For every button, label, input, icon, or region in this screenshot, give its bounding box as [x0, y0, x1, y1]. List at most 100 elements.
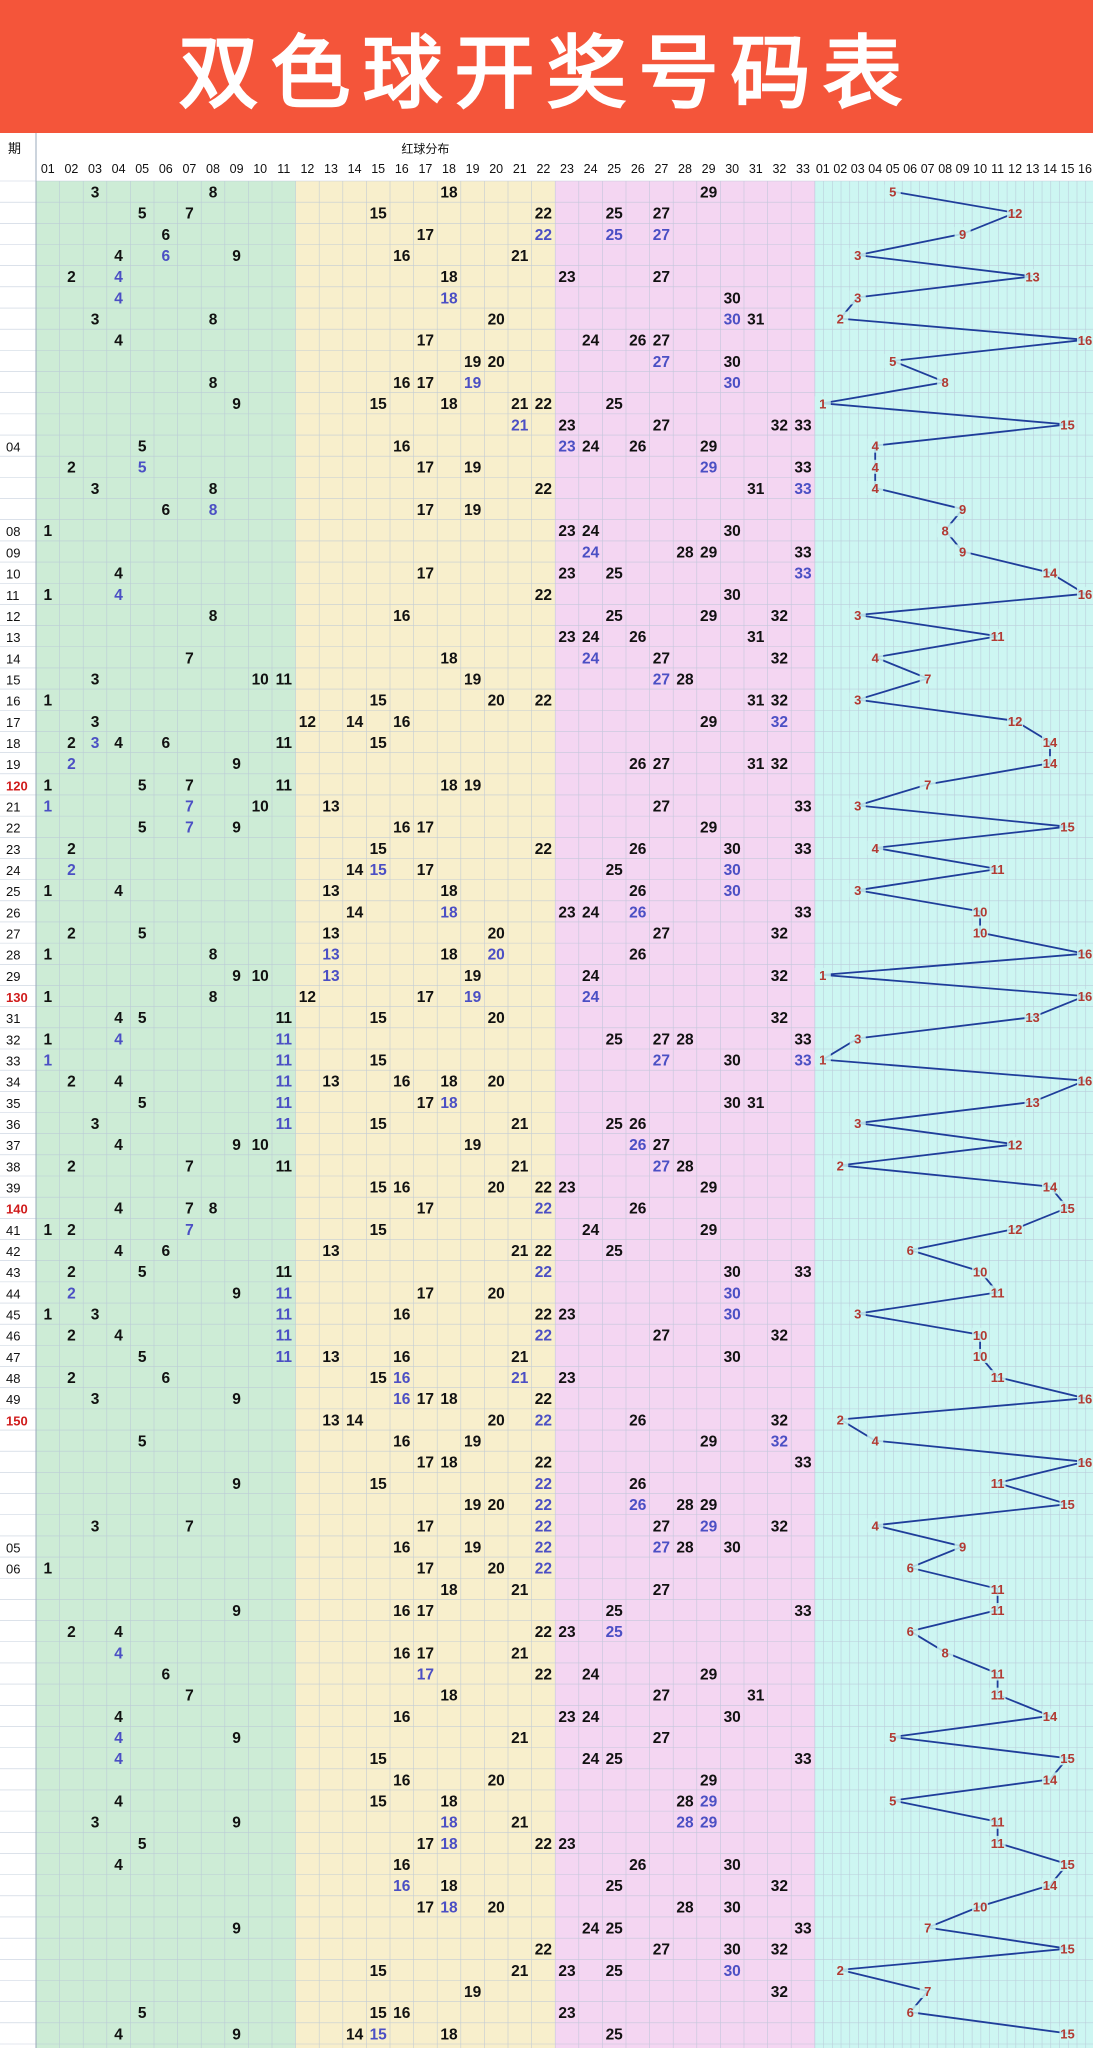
red-column-header: 23 — [560, 162, 574, 176]
red-column-header: 05 — [135, 162, 149, 176]
red-ball-number: 20 — [488, 947, 505, 964]
red-ball-number: 22 — [535, 1412, 552, 1429]
red-ball-number: 24 — [582, 1751, 600, 1768]
period-label: 28 — [6, 948, 20, 963]
blue-ball-number: 14 — [1043, 1878, 1058, 1893]
blue-ball-number: 11 — [991, 1667, 1005, 1682]
red-ball-number: 21 — [511, 396, 529, 413]
blue-ball-label-backdrop — [1077, 1391, 1093, 1406]
blue-ball-number: 14 — [1043, 735, 1058, 750]
red-ball-number: 18 — [440, 396, 458, 413]
blue-column-header: 12 — [1008, 162, 1022, 176]
blue-ball-label-backdrop — [989, 1475, 1006, 1490]
blue-ball-label-backdrop — [884, 1793, 901, 1808]
blue-ball-label-backdrop — [1059, 2026, 1076, 2041]
red-ball-number: 13 — [322, 883, 340, 900]
blue-column-header: 07 — [921, 162, 935, 176]
red-ball-number: 33 — [794, 1031, 812, 1048]
red-ball-number: 33 — [794, 460, 812, 477]
red-ball-number: 15 — [370, 1116, 388, 1133]
blue-ball-label-backdrop — [1042, 1179, 1059, 1194]
red-ball-number: 3 — [91, 1518, 100, 1535]
blue-ball-number: 13 — [1025, 269, 1039, 284]
red-ball-number: 22 — [535, 1497, 552, 1514]
red-ball-number: 4 — [114, 587, 123, 604]
blue-ball-label-backdrop — [1007, 713, 1024, 728]
red-ball-number: 18 — [440, 947, 458, 964]
red-ball-number: 15 — [370, 1010, 388, 1027]
blue-ball-label-backdrop — [814, 396, 831, 411]
red-column-header: 15 — [371, 162, 385, 176]
red-ball-number: 3 — [91, 1391, 100, 1408]
red-ball-number: 7 — [185, 206, 194, 223]
period-label: 140 — [6, 1202, 28, 1217]
blue-ball-number: 3 — [854, 883, 861, 898]
blue-ball-label-backdrop — [972, 1327, 989, 1342]
red-ball-number: 33 — [794, 841, 812, 858]
blue-ball-label-backdrop — [1042, 735, 1059, 750]
blue-column-header: 04 — [868, 162, 882, 176]
blue-ball-label-backdrop — [919, 777, 936, 792]
red-ball-number: 15 — [370, 841, 388, 858]
red-ball-number: 9 — [232, 1476, 241, 1493]
red-ball-number: 25 — [606, 1920, 624, 1937]
red-column-header: 01 — [41, 162, 55, 176]
blue-ball-number: 12 — [1008, 206, 1022, 221]
blue-ball-label-backdrop — [954, 502, 971, 517]
period-label: 13 — [6, 630, 20, 645]
red-ball-number: 29 — [700, 1666, 718, 1683]
period-label: 06 — [6, 1562, 20, 1577]
blue-ball-label-backdrop — [1077, 1073, 1093, 1088]
red-ball-number: 27 — [653, 1137, 670, 1154]
red-ball-number: 27 — [653, 1539, 670, 1556]
red-ball-number: 27 — [653, 206, 670, 223]
blue-ball-label-backdrop — [814, 967, 831, 982]
red-ball-number: 6 — [161, 1666, 170, 1683]
red-ball-number: 24 — [582, 650, 600, 667]
red-ball-number: 16 — [393, 248, 411, 265]
red-ball-number: 20 — [488, 693, 505, 710]
red-ball-number: 25 — [606, 1751, 624, 1768]
red-column-header: 31 — [749, 162, 763, 176]
red-ball-number: 2 — [67, 1624, 76, 1641]
blue-ball-label-backdrop — [1042, 1878, 1059, 1893]
blue-ball-number: 15 — [1060, 417, 1074, 432]
red-ball-number: 9 — [232, 248, 241, 265]
blue-ball-number: 2 — [837, 1412, 844, 1427]
red-ball-number: 22 — [535, 1836, 552, 1853]
red-column-header: 30 — [725, 162, 739, 176]
red-ball-number: 15 — [370, 1180, 388, 1197]
blue-ball-label-backdrop — [972, 925, 989, 940]
red-ball-number: 5 — [138, 777, 147, 794]
red-ball-number: 2 — [67, 756, 76, 773]
blue-ball-number: 6 — [907, 1624, 914, 1639]
red-ball-number: 4 — [114, 1137, 123, 1154]
red-ball-number: 16 — [393, 1603, 411, 1620]
blue-ball-number: 2 — [837, 1963, 844, 1978]
red-ball-number: 33 — [794, 481, 812, 498]
red-ball-number: 19 — [464, 502, 482, 519]
red-ball-number: 30 — [724, 375, 741, 392]
red-ball-number: 3 — [91, 312, 100, 329]
period-label: 15 — [6, 672, 20, 687]
red-ball-number: 33 — [794, 417, 812, 434]
red-ball-number: 15 — [370, 1476, 388, 1493]
red-ball-number: 18 — [440, 1074, 458, 1091]
grid-lines — [0, 180, 1093, 2048]
red-ball-number: 17 — [417, 1391, 434, 1408]
red-ball-number: 1 — [43, 1031, 52, 1048]
red-column-header: 27 — [654, 162, 668, 176]
blue-ball-number: 11 — [991, 1815, 1005, 1830]
blue-ball-number: 4 — [872, 1434, 880, 1449]
red-ball-number: 8 — [209, 312, 218, 329]
red-ball-number: 15 — [370, 1793, 388, 1810]
red-ball-number: 23 — [558, 566, 576, 583]
blue-ball-label-backdrop — [1077, 946, 1093, 961]
red-ball-number: 29 — [700, 1434, 718, 1451]
blue-ball-number: 15 — [1060, 1751, 1074, 1766]
red-column-header: 21 — [513, 162, 527, 176]
red-ball-number: 26 — [629, 1476, 647, 1493]
blue-ball-number: 3 — [854, 799, 861, 814]
red-ball-number: 2 — [67, 1222, 76, 1239]
red-ball-number: 11 — [276, 1074, 293, 1091]
